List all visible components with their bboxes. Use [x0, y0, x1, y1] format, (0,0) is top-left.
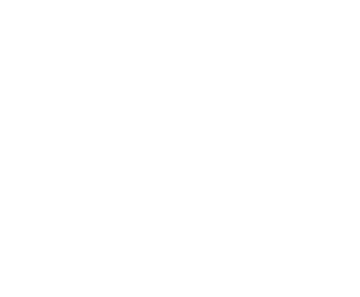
Text: $\sqrt{a}$: $\sqrt{a}$	[138, 184, 186, 216]
Text: $m$: $m$	[273, 186, 287, 199]
Text: $m$: $m$	[89, 179, 104, 195]
Text: $)$: $)$	[174, 182, 187, 218]
Text: $($: $($	[126, 182, 139, 218]
Text: $n$: $n$	[137, 182, 148, 198]
Text: $n$: $n$	[91, 192, 102, 207]
Text: $(a^{m})$: $(a^{m})$	[244, 187, 298, 214]
Text: $a$: $a$	[69, 186, 88, 215]
Text: $=$: $=$	[159, 108, 190, 137]
Text: $a$: $a$	[122, 108, 141, 137]
Text: (Fractional Exponents): (Fractional Exponents)	[99, 66, 270, 81]
Text: or: or	[205, 191, 225, 210]
Text: $\sqrt{a}$: $\sqrt{a}$	[189, 107, 236, 139]
Text: $1$: $1$	[144, 100, 155, 116]
Text: $n$: $n$	[185, 105, 195, 120]
Text: $m$: $m$	[183, 179, 202, 197]
Text: $n$: $n$	[227, 182, 238, 198]
Text: $n$: $n$	[144, 112, 155, 127]
Text: $=$: $=$	[104, 186, 134, 215]
FancyBboxPatch shape	[50, 79, 319, 260]
Text: Rational Exponents: Rational Exponents	[48, 42, 321, 66]
